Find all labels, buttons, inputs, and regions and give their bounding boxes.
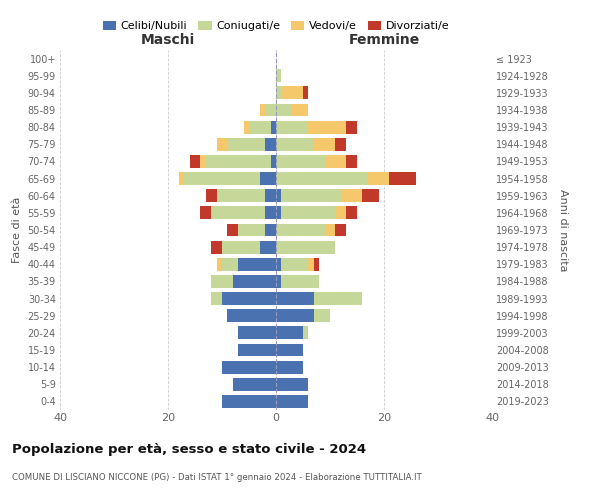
Bar [276,155,325,168]
Text: Femmine: Femmine [349,32,419,46]
Bar [314,292,362,305]
Bar [276,326,303,340]
Bar [325,155,346,168]
Bar [260,172,276,185]
Bar [368,172,389,185]
Bar [217,138,227,150]
Bar [281,275,319,288]
Bar [206,190,217,202]
Bar [335,138,346,150]
Bar [265,224,276,236]
Bar [200,155,206,168]
Bar [265,138,276,150]
Bar [217,258,222,270]
Bar [233,275,276,288]
Bar [276,344,303,356]
Text: Popolazione per età, sesso e stato civile - 2024: Popolazione per età, sesso e stato civil… [12,442,366,456]
Bar [308,120,346,134]
Bar [260,240,276,254]
Bar [281,206,335,220]
Bar [238,224,265,236]
Bar [271,155,276,168]
Bar [303,326,308,340]
Bar [211,240,222,254]
Bar [271,120,276,134]
Bar [222,292,276,305]
Bar [276,292,314,305]
Bar [276,378,308,390]
Bar [335,224,346,236]
Bar [276,240,335,254]
Bar [179,172,184,185]
Bar [335,206,346,220]
Bar [276,360,303,374]
Bar [276,120,308,134]
Bar [200,206,211,220]
Bar [325,224,335,236]
Bar [314,138,335,150]
Bar [276,258,281,270]
Bar [303,86,308,100]
Bar [227,310,276,322]
Legend: Celibi/Nubili, Coniugati/e, Vedovi/e, Divorziati/e: Celibi/Nubili, Coniugati/e, Vedovi/e, Di… [103,20,449,31]
Bar [308,258,314,270]
Bar [211,206,265,220]
Bar [281,190,341,202]
Bar [276,104,292,117]
Bar [222,258,238,270]
Bar [222,360,276,374]
Bar [292,104,308,117]
Bar [211,275,233,288]
Bar [276,138,314,150]
Bar [244,120,249,134]
Bar [389,172,416,185]
Bar [227,138,265,150]
Bar [346,155,357,168]
Bar [249,120,271,134]
Bar [265,206,276,220]
Bar [314,258,319,270]
Bar [281,86,303,100]
Bar [276,395,308,408]
Bar [276,224,325,236]
Bar [276,310,314,322]
Bar [276,86,281,100]
Bar [314,310,330,322]
Bar [206,155,271,168]
Bar [362,190,379,202]
Bar [265,190,276,202]
Bar [222,395,276,408]
Bar [346,206,357,220]
Bar [184,172,260,185]
Text: COMUNE DI LISCIANO NICCONE (PG) - Dati ISTAT 1° gennaio 2024 - Elaborazione TUTT: COMUNE DI LISCIANO NICCONE (PG) - Dati I… [12,472,422,482]
Bar [238,326,276,340]
Y-axis label: Fasce di età: Fasce di età [12,197,22,263]
Bar [276,70,281,82]
Bar [276,172,368,185]
Bar [227,224,238,236]
Bar [233,378,276,390]
Bar [211,292,222,305]
Bar [217,190,265,202]
Bar [265,104,276,117]
Bar [238,344,276,356]
Bar [238,258,276,270]
Text: Maschi: Maschi [141,32,195,46]
Y-axis label: Anni di nascita: Anni di nascita [559,188,568,271]
Bar [281,258,308,270]
Bar [222,240,260,254]
Bar [346,120,357,134]
Bar [276,275,281,288]
Bar [190,155,200,168]
Bar [260,104,265,117]
Bar [276,190,281,202]
Bar [276,206,281,220]
Bar [341,190,362,202]
